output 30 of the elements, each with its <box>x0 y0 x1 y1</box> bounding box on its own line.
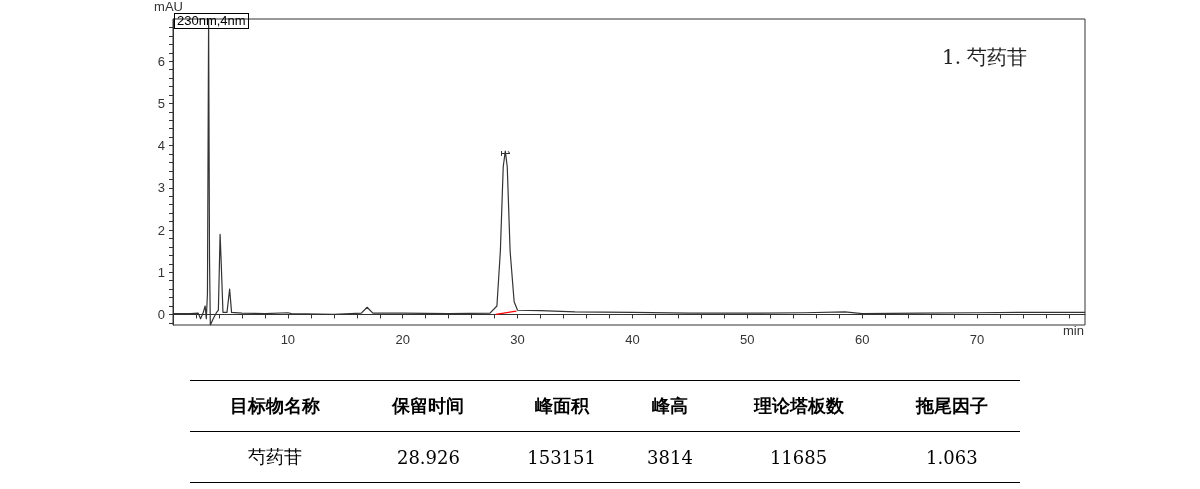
x-tick-label: 30 <box>510 332 525 347</box>
y-tick-label: 3 <box>157 180 165 196</box>
text: 3814 <box>626 431 714 483</box>
y-tick-label: 5 <box>157 95 165 111</box>
text: 拖尾因子 <box>883 380 1020 432</box>
text: 目标物名称 <box>190 380 361 432</box>
x-tick-label: 10 <box>280 332 296 347</box>
text: 保留时间 <box>360 380 497 432</box>
y-axis-title: mAU <box>154 0 183 14</box>
text: 11685 <box>713 431 884 483</box>
text: 峰面积 <box>496 380 627 432</box>
annotation: 1. 芍药苷 <box>942 44 1028 71</box>
y-tick-label: 6 <box>157 53 165 69</box>
y-tick-label: 0 <box>157 306 165 322</box>
x-tick-label: 20 <box>395 332 410 347</box>
y-tick-label: 4 <box>157 138 165 154</box>
y-tick-label: 1 <box>157 264 165 280</box>
text: 芍药苷 <box>190 431 361 483</box>
text: 1.063 <box>883 431 1020 483</box>
x-tick-label: 60 <box>854 332 870 347</box>
text: 153151 <box>496 431 627 483</box>
y-tick-label: 2 <box>157 222 165 238</box>
x-tick-label: 70 <box>969 332 985 347</box>
text: 峰高 <box>626 380 714 432</box>
x-tick-label: 40 <box>625 332 640 347</box>
annotation: 230nm,4nm <box>174 13 249 29</box>
text: 理论塔板数 <box>713 380 884 432</box>
x-tick-label: 50 <box>740 332 755 347</box>
x-axis-title: min <box>1063 323 1084 339</box>
text: 28.926 <box>360 431 497 483</box>
